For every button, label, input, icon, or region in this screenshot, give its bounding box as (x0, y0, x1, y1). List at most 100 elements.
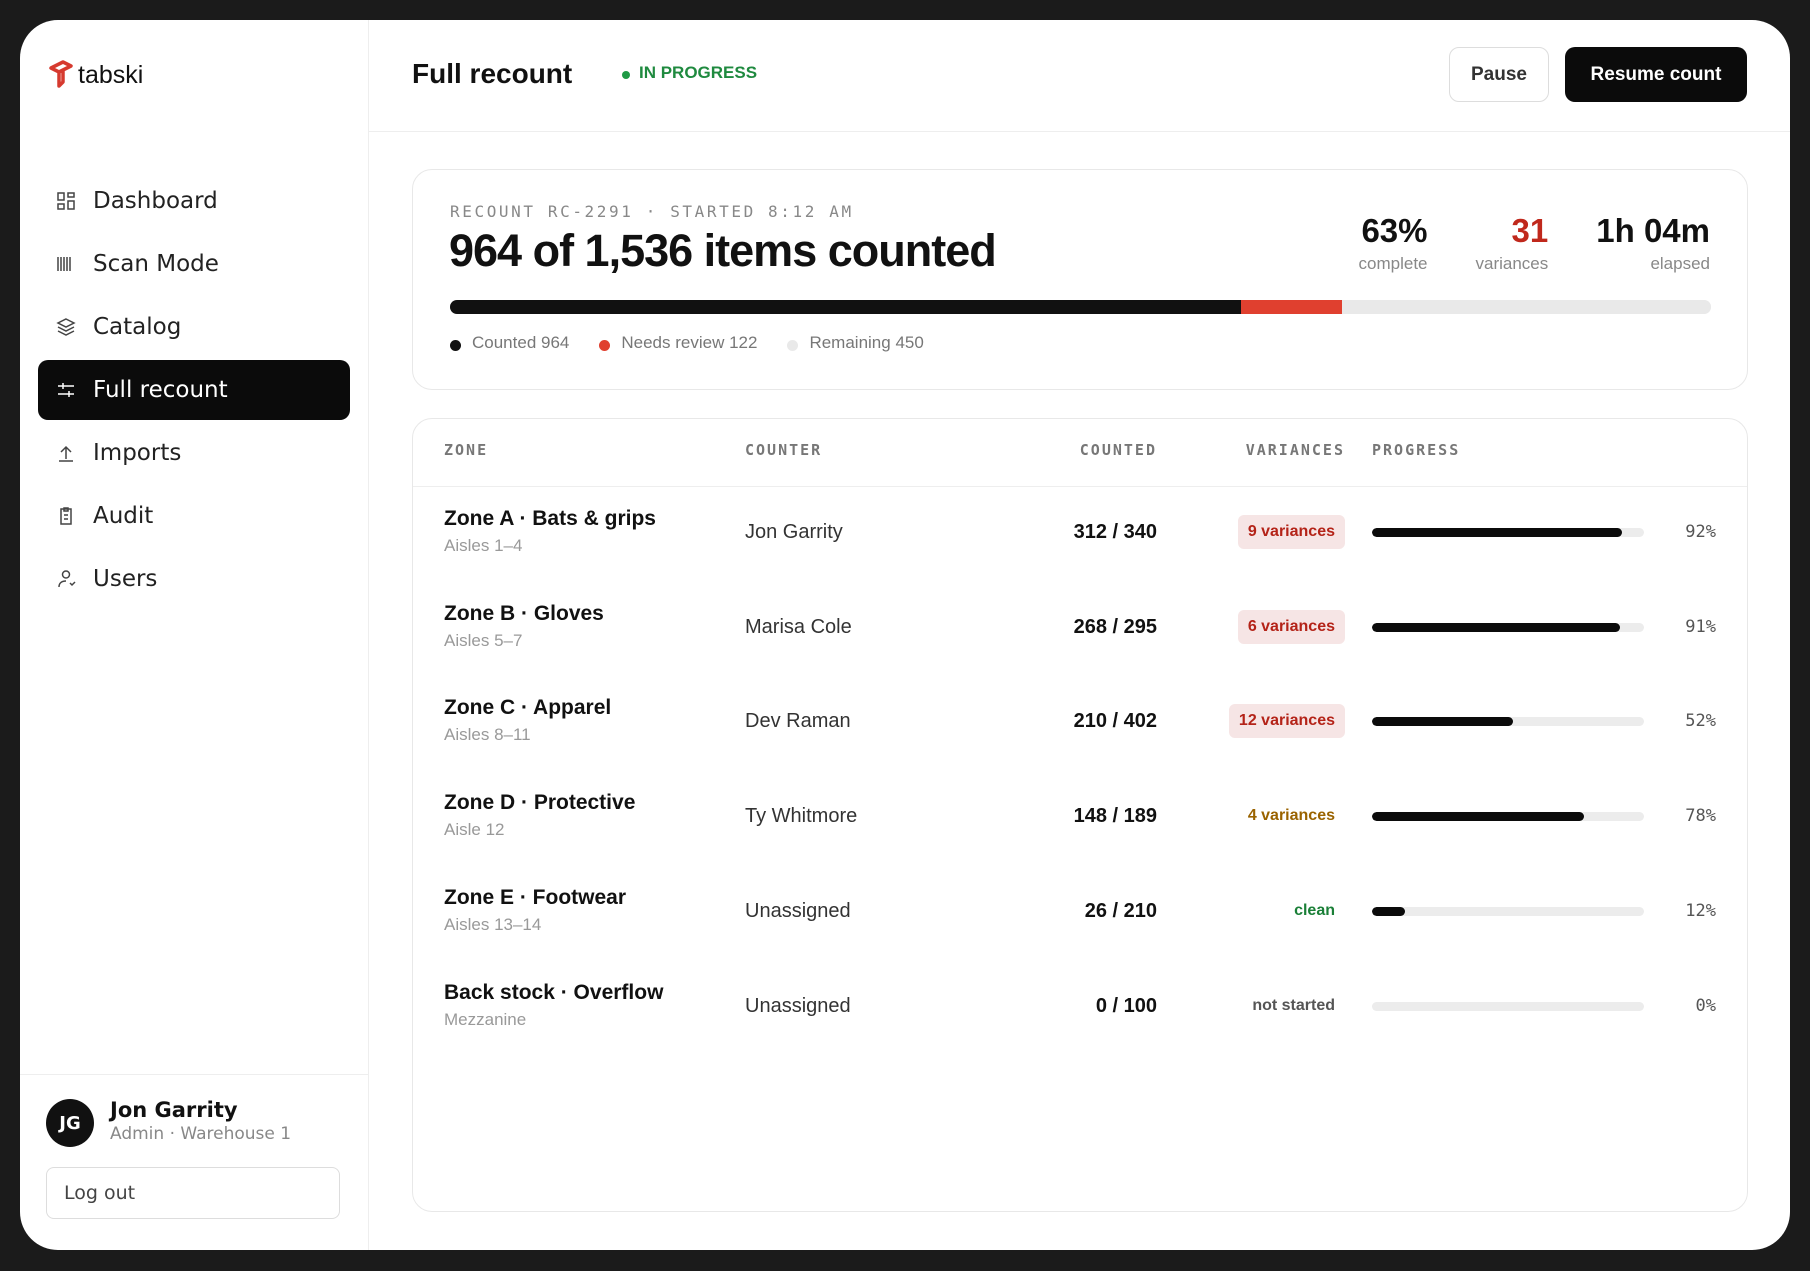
nav-item[interactable]: Audit (38, 486, 350, 546)
zone-aisles: Aisles 1–4 (444, 536, 523, 555)
divider (20, 1074, 368, 1075)
stat-label: variances (1475, 254, 1549, 273)
zone-aisles: Mezzanine (444, 1009, 527, 1029)
logo-icon (49, 60, 73, 88)
progress-fill (1372, 812, 1585, 822)
stat: 63% complete (1359, 212, 1428, 274)
zone-aisles: Aisles 8–11 (444, 725, 531, 745)
pause-button[interactable]: Pause (1449, 47, 1549, 102)
progress-track (1372, 528, 1644, 537)
stat-value: 1h 04m (1596, 212, 1710, 249)
counted: 26 / 210 (1084, 899, 1157, 922)
progress-fill (1372, 906, 1405, 916)
counted: 268 / 295 (1073, 615, 1157, 638)
progress-fill (1372, 717, 1514, 727)
zone-name: Zone E · Footwear (444, 885, 627, 909)
zone-aisles: Aisle 12 (444, 820, 505, 840)
legend-swatch (787, 339, 799, 351)
resume-button[interactable]: Resume count (1565, 47, 1747, 102)
counter: Unassigned (745, 994, 851, 1017)
nav-icon (57, 192, 75, 210)
variance-badge: 6 variances (1237, 609, 1345, 644)
zone-name: Zone B · Gloves (444, 601, 604, 625)
nav-item[interactable]: Scan Mode (38, 234, 350, 294)
logout-button[interactable]: Log out (46, 1167, 340, 1219)
column-header: COUNTER (745, 441, 823, 459)
counter: Marisa Cole (745, 615, 852, 638)
counted: 148 / 189 (1073, 805, 1157, 828)
brand: tabski (78, 61, 144, 89)
stat-value: 31 (1511, 212, 1549, 249)
zone-aisles: Aisles 13–14 (444, 914, 542, 934)
user-name: Jon Garrity (110, 1098, 238, 1122)
progress-label: 52% (1685, 711, 1716, 732)
nav-icon (58, 383, 74, 397)
screen: tabski Dashboard Scan Mode Catalog Full rec… (20, 20, 1790, 1250)
variance-badge: 9 variances (1237, 515, 1345, 549)
progress-label: 91% (1685, 616, 1716, 637)
progress-track (1372, 1001, 1644, 1011)
column-header: PROGRESS (1372, 441, 1461, 459)
progress-label: 0% (1695, 995, 1716, 1016)
zone-name: Zone C · Apparel (444, 696, 612, 720)
column-header: VARIANCES (1245, 441, 1345, 459)
nav-item[interactable]: Catalog (38, 297, 350, 357)
progress-track (1372, 717, 1644, 727)
stat-label: complete (1358, 254, 1428, 273)
zone-table: ZONE COUNTER COUNTED VARIANCES PROGRESS Zone … (412, 418, 1748, 1212)
page-title: Full recount (412, 58, 573, 89)
column-header: ZONE (444, 441, 489, 459)
legend-label: Counted 964 (472, 333, 570, 352)
legend-label: Needs review 122 (621, 333, 758, 352)
status-dot (622, 71, 630, 79)
counted: 0 / 100 (1095, 994, 1157, 1017)
zone-name: Back stock · Overflow (444, 980, 664, 1004)
header-rule (413, 486, 1747, 487)
legend-item: Counted 964 (450, 333, 569, 353)
nav-icon (59, 445, 73, 462)
bar-segment (1341, 300, 1711, 314)
stat: 31 variances (1476, 212, 1549, 274)
nav-item[interactable]: Imports (38, 423, 350, 483)
counter: Dev Raman (745, 710, 851, 733)
progress-label: 92% (1685, 522, 1716, 542)
stats: 63% complete 31 variances 1h 04m elapsed (1359, 212, 1710, 274)
stat: 1h 04m elapsed (1596, 212, 1710, 274)
nav-item[interactable]: Full recount (38, 360, 350, 420)
counter: Jon Garrity (745, 521, 843, 543)
sidebar: tabski Dashboard Scan Mode Catalog Full rec… (20, 20, 369, 1250)
user-role: Admin · Warehouse 1 (110, 1124, 292, 1144)
stat-label: elapsed (1650, 254, 1710, 273)
zone-name: Zone A · Bats & grips (444, 507, 656, 530)
legend-label: Remaining 450 (809, 333, 924, 352)
progress-track (1372, 812, 1644, 822)
bar-segment (1241, 300, 1342, 314)
counter: Ty Whitmore (745, 805, 858, 828)
variance-badge: 4 variances (1247, 807, 1335, 825)
progress-fill (1372, 528, 1623, 537)
bar-segment (450, 300, 1242, 314)
nav-item[interactable]: Users (38, 549, 350, 609)
avatar: JG (46, 1099, 94, 1147)
legend-swatch (599, 339, 611, 351)
progress-label: 12% (1685, 900, 1716, 921)
counted: 210 / 402 (1073, 710, 1157, 733)
zone-aisles: Aisles 5–7 (444, 630, 523, 650)
summary-card: RECOUNT RC-2291 · STARTED 8:12 AM 964 of… (412, 169, 1748, 390)
legend-item: Needs review 122 (599, 333, 757, 353)
progress-fill (1372, 622, 1620, 632)
header: Full recount IN PROGRESS Pause Resume co… (369, 20, 1790, 132)
variance-badge: clean (1294, 901, 1335, 919)
legend-item: Remaining 450 (787, 333, 924, 353)
variance-badge: 12 variances (1228, 704, 1345, 739)
nav-icon (58, 570, 76, 588)
legend-swatch (450, 339, 461, 351)
nav-icon (57, 257, 71, 271)
counter: Unassigned (745, 899, 851, 922)
nav-item[interactable]: Dashboard (38, 171, 350, 231)
progress-bar (450, 300, 1711, 314)
progress-track (1372, 622, 1644, 632)
summary-meta: RECOUNT RC-2291 · STARTED 8:12 AM (450, 202, 854, 221)
progress-track (1372, 906, 1644, 916)
